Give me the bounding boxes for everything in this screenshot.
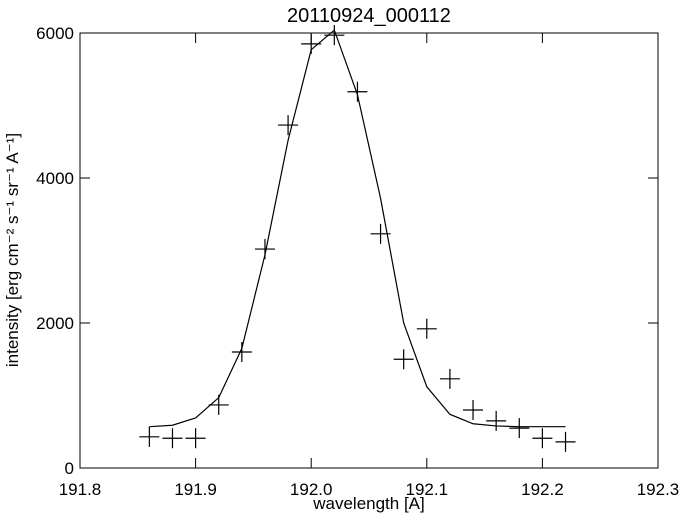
plus-marker bbox=[463, 400, 484, 420]
plus-marker bbox=[139, 426, 160, 447]
plot-frame bbox=[79, 32, 659, 469]
x-tick-label: 191.9 bbox=[174, 480, 217, 499]
plus-marker bbox=[416, 318, 437, 339]
chart-title: 20110924_000112 bbox=[287, 5, 451, 27]
y-tick-label: 6000 bbox=[36, 24, 74, 43]
plus-marker bbox=[532, 428, 553, 449]
fit-line bbox=[149, 29, 566, 428]
x-axis-label: wavelength [A] bbox=[312, 494, 425, 513]
plus-marker bbox=[185, 428, 206, 449]
plus-marker bbox=[278, 115, 299, 136]
plus-marker bbox=[555, 431, 576, 452]
y-tick-label: 4000 bbox=[36, 169, 74, 188]
plus-marker bbox=[347, 81, 368, 102]
plus-marker bbox=[324, 25, 345, 46]
plus-marker bbox=[439, 368, 460, 389]
x-tick-label: 192.3 bbox=[637, 480, 680, 499]
plus-marker bbox=[162, 428, 183, 449]
x-tick-label: 191.8 bbox=[59, 480, 102, 499]
x-tick-label: 192.1 bbox=[406, 480, 449, 499]
plus-marker bbox=[393, 349, 414, 370]
x-tick-label: 192.2 bbox=[521, 480, 564, 499]
plus-marker bbox=[231, 342, 252, 362]
y-tick-label: 0 bbox=[65, 459, 74, 478]
y-tick-label: 2000 bbox=[36, 314, 74, 333]
plus-marker bbox=[509, 418, 530, 439]
y-axis-label: intensity [erg cm⁻² s⁻¹ sr⁻¹ A⁻¹] bbox=[3, 133, 22, 367]
plus-marker bbox=[486, 410, 507, 431]
x-tick-label: 192.0 bbox=[290, 480, 333, 499]
